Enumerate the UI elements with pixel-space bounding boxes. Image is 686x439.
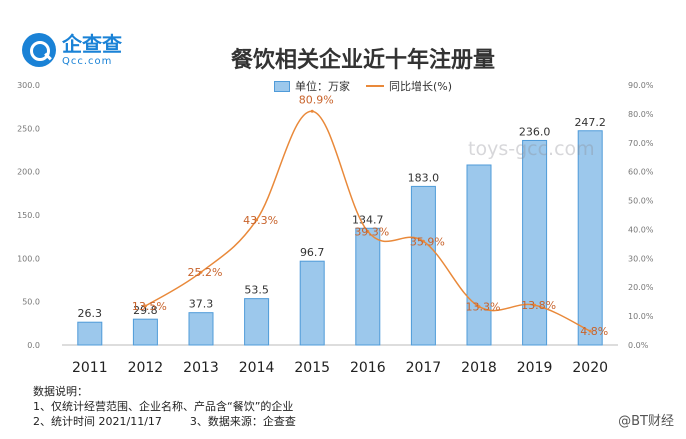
chart-title: 餐饮相关企业近十年注册量	[230, 48, 495, 73]
legend-bar-swatch	[273, 80, 290, 92]
left-tick-label: 200.0	[17, 168, 40, 177]
bar-value-label: 26.3	[78, 307, 103, 320]
right-tick-label: 30.0%	[628, 254, 654, 263]
chart-legend: 单位：万家 同比增长(%)	[0, 78, 686, 94]
growth-point-2019	[533, 303, 537, 307]
bar-2016	[355, 227, 381, 346]
bar-2019	[522, 139, 548, 346]
bar-2015	[299, 260, 325, 346]
logo-name: 企查查	[62, 31, 122, 56]
bar-value-label: 96.7	[300, 246, 325, 259]
legend-line-item: 同比增长(%)	[365, 78, 453, 94]
right-tick-label: 80.0%	[628, 110, 654, 119]
right-tick-label: 40.0%	[628, 225, 654, 234]
bar-2017	[410, 185, 436, 346]
legend-bar-label: 单位：万家	[294, 80, 350, 93]
growth-point-2014	[255, 218, 259, 222]
right-tick-label: 0.0%	[628, 341, 649, 350]
notes-line-1: 1、仅统计经营范围、企业名称、产品含“餐饮”的企业	[33, 400, 294, 413]
x-tick-label: 2015	[294, 360, 330, 376]
growth-value-label: 43.3%	[243, 214, 278, 227]
right-tick-label: 10.0%	[628, 312, 654, 321]
growth-value-label: 35.9%	[410, 235, 445, 248]
bar-2018	[466, 164, 492, 346]
left-tick-label: 0.0	[27, 341, 40, 350]
growth-point-2016	[366, 229, 370, 233]
x-tick-label: 2017	[406, 360, 442, 376]
magnifier-icon	[22, 33, 56, 67]
bar-value-label: 53.5	[244, 284, 269, 297]
x-tick-label: 2019	[517, 360, 553, 376]
right-tick-label: 20.0%	[628, 283, 654, 292]
bar-value-label: 29.8	[133, 304, 158, 317]
growth-value-label: 13.3%	[466, 301, 501, 314]
bar-2014	[244, 298, 270, 346]
logo-domain: Qcc.com	[62, 55, 113, 67]
right-tick-label: 90.0%	[628, 81, 654, 90]
x-tick-label: 2013	[183, 360, 219, 376]
bar-2011	[77, 321, 103, 346]
growth-value-label: 25.2%	[188, 266, 223, 279]
growth-point-2018	[477, 305, 481, 309]
bar-2013	[188, 312, 214, 346]
growth-value-label: 13.5%	[132, 300, 167, 313]
legend-line-label: 同比增长(%)	[388, 80, 453, 93]
footer-credit: @BT财经	[618, 414, 674, 429]
left-tick-label: 150.0	[17, 211, 40, 220]
bar-2020	[577, 130, 603, 346]
growth-point-2017	[421, 239, 425, 243]
data-notes: 数据说明： 1、仅统计经营范围、企业名称、产品含“餐饮”的企业 2、统计时间 2…	[33, 384, 296, 429]
growth-line	[145, 110, 591, 332]
legend-line-swatch	[365, 85, 384, 87]
growth-value-label: 39.3%	[354, 225, 389, 238]
right-tick-label: 50.0%	[628, 197, 654, 206]
x-tick-label: 2014	[239, 360, 275, 376]
growth-point-2013	[199, 270, 203, 274]
left-tick-label: 100.0	[17, 254, 40, 263]
bar-value-label: 37.3	[189, 298, 214, 311]
growth-point-2015	[310, 109, 314, 113]
right-tick-label: 70.0%	[628, 139, 654, 148]
growth-value-label: 80.9%	[299, 93, 334, 106]
watermark: toys-gcc.com	[468, 138, 595, 160]
bar-value-label: 236.0	[519, 125, 551, 138]
x-tick-label: 2020	[572, 360, 608, 376]
x-tick-label: 2018	[461, 360, 497, 376]
left-tick-label: 50.0	[22, 298, 40, 307]
right-tick-label: 60.0%	[628, 168, 654, 177]
bar-2012	[132, 318, 158, 346]
bar-value-label: 183.0	[408, 171, 440, 184]
left-tick-label: 300.0	[17, 81, 40, 90]
x-tick-label: 2016	[350, 360, 386, 376]
notes-line-2: 2、统计时间 2021/11/17 3、数据来源：企查查	[33, 415, 296, 428]
notes-heading: 数据说明：	[33, 385, 88, 398]
x-tick-label: 2012	[128, 360, 164, 376]
growth-point-2020	[588, 329, 592, 333]
legend-bar-item: 单位：万家	[273, 78, 350, 94]
growth-value-label: 13.8%	[521, 299, 556, 312]
left-tick-label: 250.0	[17, 124, 40, 133]
bar-value-label: 134.7	[352, 213, 384, 226]
bar-value-label: 247.2	[574, 116, 606, 129]
company-logo: 企查查 Qcc.com	[22, 33, 122, 67]
x-tick-label: 2011	[72, 360, 108, 376]
growth-point-2012	[143, 304, 147, 308]
growth-value-label: 4.8%	[580, 325, 608, 338]
